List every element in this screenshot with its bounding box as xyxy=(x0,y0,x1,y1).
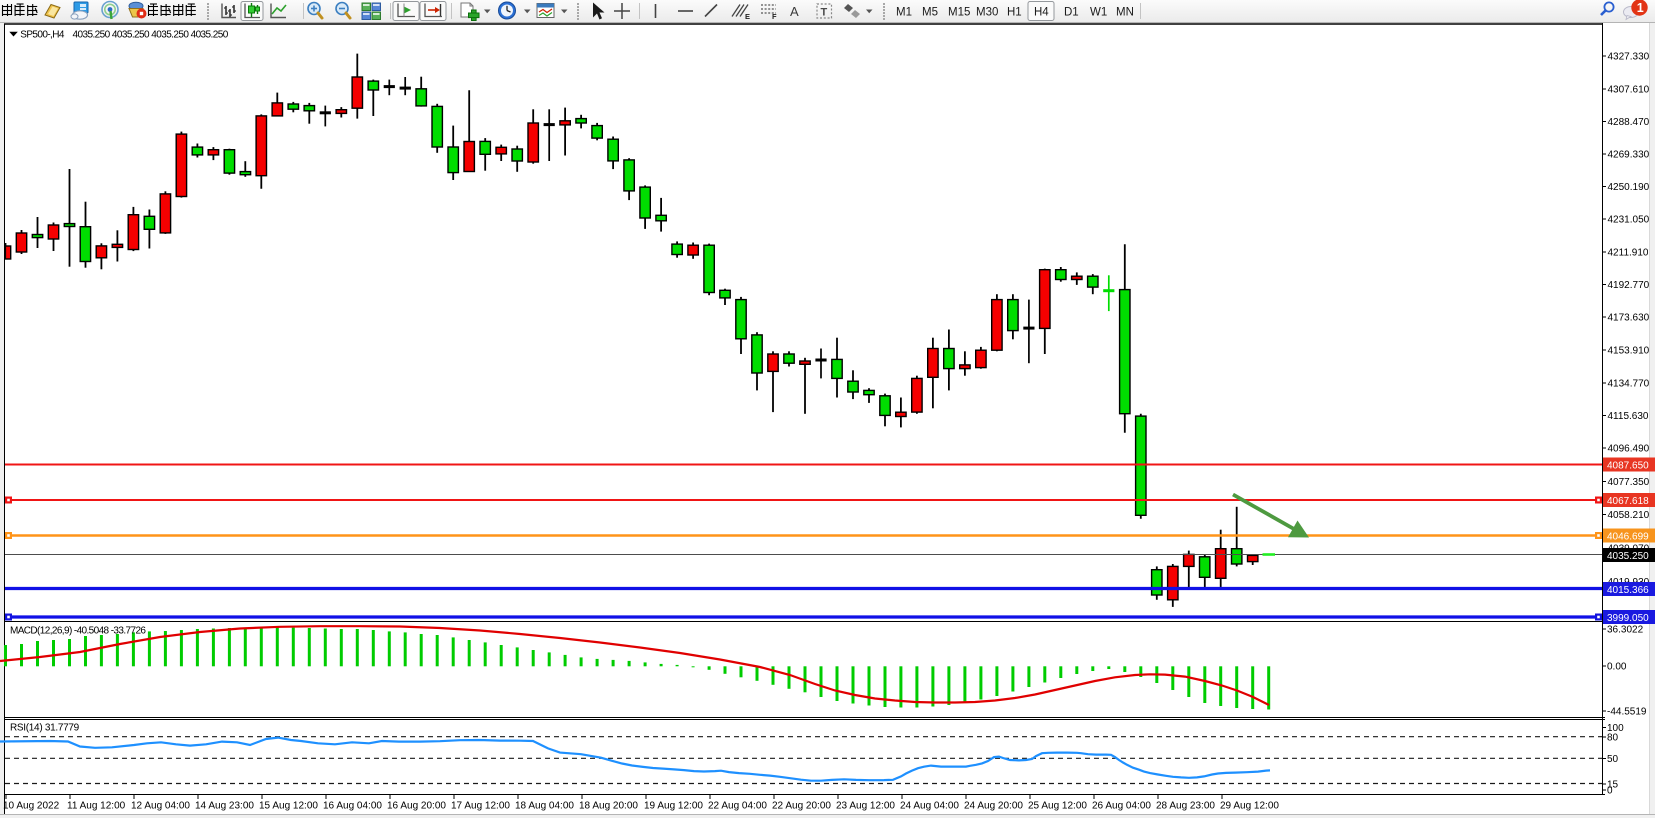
svg-text:23 Aug 12:00: 23 Aug 12:00 xyxy=(836,801,895,812)
svg-text:4327.330: 4327.330 xyxy=(1608,52,1650,63)
svg-text:16 Aug 04:00: 16 Aug 04:00 xyxy=(323,801,382,812)
svg-text:24 Aug 04:00: 24 Aug 04:00 xyxy=(900,801,959,812)
svg-text:M5: M5 xyxy=(922,7,938,19)
svg-text:0: 0 xyxy=(1607,786,1613,797)
svg-text:18 Aug 20:00: 18 Aug 20:00 xyxy=(579,801,638,812)
svg-text:MACD(12,26,9) -40.5048 -33.772: MACD(12,26,9) -40.5048 -33.7726 xyxy=(10,626,146,637)
svg-text:H4: H4 xyxy=(1034,7,1049,19)
svg-text:4035.250: 4035.250 xyxy=(1607,551,1649,562)
svg-text:4173.630: 4173.630 xyxy=(1608,313,1650,324)
svg-text:28 Aug 23:00: 28 Aug 23:00 xyxy=(1156,801,1215,812)
svg-text:10 Aug 2022: 10 Aug 2022 xyxy=(3,801,60,812)
svg-text:RSI(14) 31.7779: RSI(14) 31.7779 xyxy=(10,723,80,734)
svg-text:4015.366: 4015.366 xyxy=(1607,585,1649,596)
svg-text:4231.050: 4231.050 xyxy=(1608,215,1650,226)
svg-text:50: 50 xyxy=(1607,754,1619,765)
svg-text:11 Aug 12:00: 11 Aug 12:00 xyxy=(67,801,126,812)
svg-text:22 Aug 20:00: 22 Aug 20:00 xyxy=(772,801,831,812)
svg-text:M15: M15 xyxy=(948,7,970,19)
svg-text:4134.770: 4134.770 xyxy=(1608,379,1650,390)
svg-text:4046.699: 4046.699 xyxy=(1607,532,1649,543)
svg-text:16 Aug 20:00: 16 Aug 20:00 xyxy=(387,801,446,812)
svg-text:80: 80 xyxy=(1607,733,1619,744)
svg-text:4192.770: 4192.770 xyxy=(1608,280,1650,291)
svg-text:M30: M30 xyxy=(976,7,998,19)
svg-text:A: A xyxy=(790,4,799,19)
svg-text:4250.190: 4250.190 xyxy=(1608,182,1650,193)
svg-text:4153.910: 4153.910 xyxy=(1608,346,1650,357)
svg-text:14 Aug 23:00: 14 Aug 23:00 xyxy=(195,801,254,812)
svg-text:4077.350: 4077.350 xyxy=(1608,477,1650,488)
svg-text:4269.330: 4269.330 xyxy=(1608,150,1650,161)
svg-text:19 Aug 12:00: 19 Aug 12:00 xyxy=(644,801,703,812)
svg-text:H1: H1 xyxy=(1007,7,1022,19)
svg-text:4087.650: 4087.650 xyxy=(1607,461,1649,472)
svg-text:1: 1 xyxy=(1637,1,1644,15)
svg-text:3999.050: 3999.050 xyxy=(1607,613,1649,624)
svg-text:12 Aug 04:00: 12 Aug 04:00 xyxy=(131,801,190,812)
svg-text:4035.250 4035.250 4035.250 403: 4035.250 4035.250 4035.250 4035.250 xyxy=(73,30,229,41)
svg-text:F: F xyxy=(772,12,777,21)
svg-text:22 Aug 04:00: 22 Aug 04:00 xyxy=(708,801,767,812)
svg-text:15 Aug 12:00: 15 Aug 12:00 xyxy=(259,801,318,812)
svg-text:100: 100 xyxy=(1607,723,1624,734)
svg-text:4096.490: 4096.490 xyxy=(1608,444,1650,455)
svg-text:25 Aug 12:00: 25 Aug 12:00 xyxy=(1028,801,1087,812)
svg-text:4307.610: 4307.610 xyxy=(1608,85,1650,96)
svg-text:T: T xyxy=(821,7,828,19)
svg-text:-44.5519: -44.5519 xyxy=(1607,707,1647,718)
svg-text:4067.618: 4067.618 xyxy=(1607,496,1649,507)
svg-text:E: E xyxy=(745,12,750,21)
svg-text:4211.910: 4211.910 xyxy=(1608,248,1649,259)
svg-text:15: 15 xyxy=(1607,780,1619,791)
svg-text:SP500-,H4: SP500-,H4 xyxy=(20,30,65,41)
svg-text:36.3022: 36.3022 xyxy=(1607,625,1644,636)
svg-text:4115.630: 4115.630 xyxy=(1608,411,1649,422)
svg-text:4288.470: 4288.470 xyxy=(1608,117,1650,128)
svg-text:24 Aug 20:00: 24 Aug 20:00 xyxy=(964,801,1023,812)
svg-text:26 Aug 04:00: 26 Aug 04:00 xyxy=(1092,801,1151,812)
svg-text:W1: W1 xyxy=(1090,7,1107,19)
svg-text:18 Aug 04:00: 18 Aug 04:00 xyxy=(515,801,574,812)
svg-text:4058.210: 4058.210 xyxy=(1608,510,1650,521)
svg-text:0.00: 0.00 xyxy=(1607,662,1627,673)
svg-text:D1: D1 xyxy=(1064,7,1079,19)
svg-text:MN: MN xyxy=(1116,7,1134,19)
svg-text:17 Aug 12:00: 17 Aug 12:00 xyxy=(451,801,510,812)
svg-text:M1: M1 xyxy=(896,7,912,19)
svg-text:29 Aug 12:00: 29 Aug 12:00 xyxy=(1220,801,1279,812)
